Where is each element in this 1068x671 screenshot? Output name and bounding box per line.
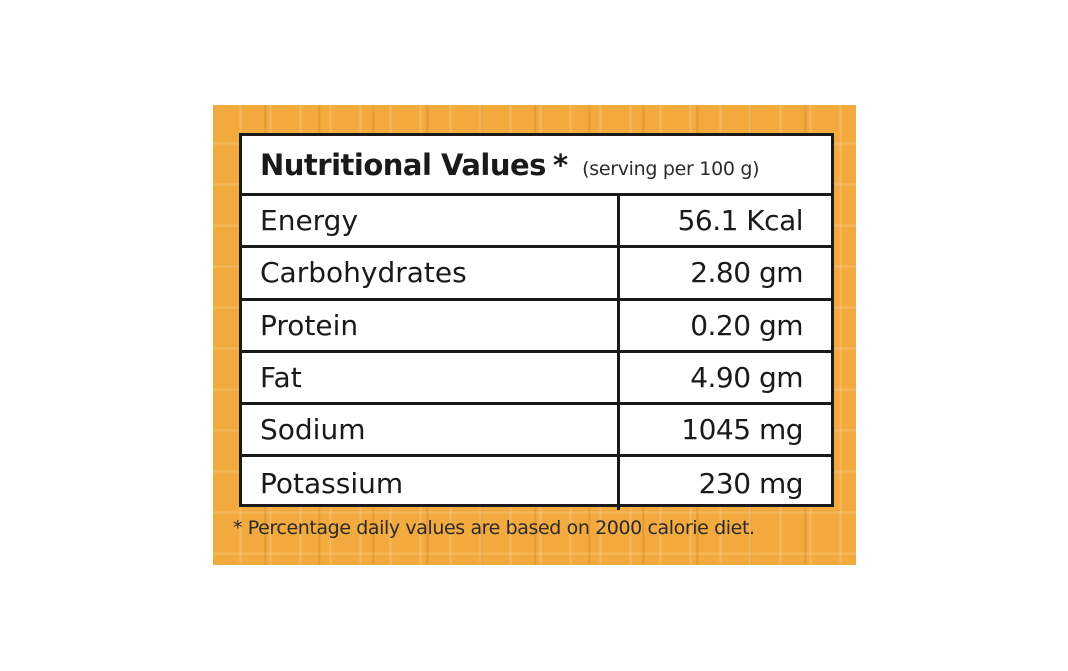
table-header: Nutritional Values * (serving per 100 g) bbox=[242, 136, 831, 196]
nutrient-name: Energy bbox=[242, 196, 620, 246]
nutrient-name: Potassium bbox=[242, 457, 620, 511]
serving-size: (serving per 100 g) bbox=[582, 157, 760, 180]
nutrient-value: 0.20 gm bbox=[690, 308, 803, 342]
title-asterisk: * bbox=[552, 147, 569, 182]
table-row-carbohydrates: Carbohydrates 2.80 gm bbox=[242, 248, 831, 301]
nutrient-name: Sodium bbox=[242, 405, 620, 455]
table-row-potassium: Potassium 230 mg bbox=[242, 457, 831, 511]
table-row-fat: Fat 4.90 gm bbox=[242, 352, 831, 406]
table-row-energy: Energy 56.1 Kcal bbox=[242, 196, 831, 249]
nutrient-value: 56.1 Kcal bbox=[677, 204, 804, 238]
nutrient-value: 1045 mg bbox=[681, 413, 803, 447]
table-row-protein: Protein 0.20 gm bbox=[242, 300, 831, 353]
nutrition-label-panel: Nutritional Values * (serving per 100 g)… bbox=[213, 105, 856, 565]
nutrient-name: Carbohydrates bbox=[242, 248, 620, 298]
nutrient-value: 230 mg bbox=[698, 467, 804, 501]
footnote: * Percentage daily values are based on 2… bbox=[233, 517, 755, 539]
nutrient-value: 2.80 gm bbox=[690, 256, 803, 290]
nutrition-table: Nutritional Values * (serving per 100 g)… bbox=[239, 133, 834, 511]
nutrient-name: Protein bbox=[242, 300, 620, 350]
nutrient-name: Fat bbox=[242, 352, 620, 403]
table-row-sodium: Sodium 1045 mg bbox=[242, 405, 831, 458]
nutrient-value: 4.90 gm bbox=[690, 361, 803, 395]
table-title: Nutritional Values bbox=[260, 147, 546, 182]
